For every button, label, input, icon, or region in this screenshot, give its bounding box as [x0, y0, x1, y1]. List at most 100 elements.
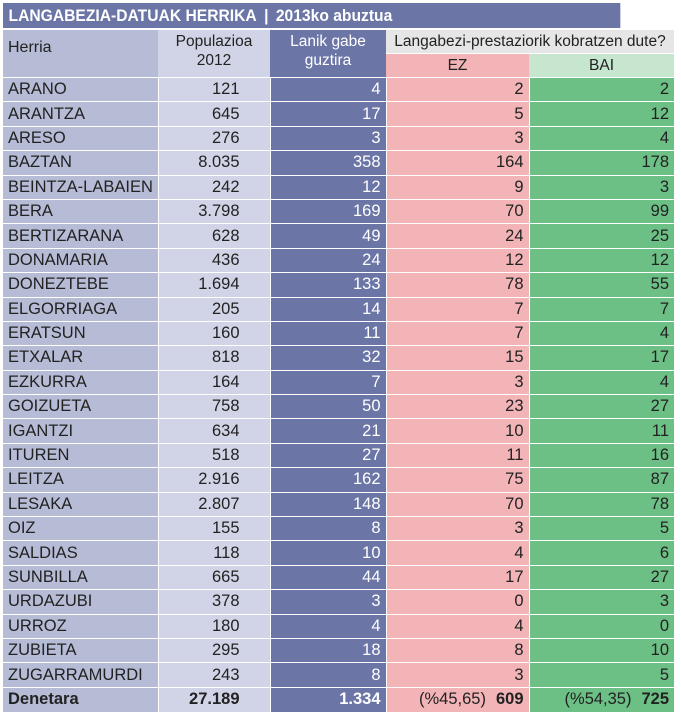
header-herria: Herria [3, 30, 158, 78]
cell-ez: 2 [386, 77, 530, 103]
table-row: ARESO 276 3 3 4 [3, 126, 675, 152]
cell-bai: 55 [529, 272, 675, 298]
cell-herria: URROZ [3, 614, 159, 639]
cell-bai: 5 [529, 662, 675, 688]
table-row: SUNBILLA 665 44 17 27 [3, 565, 675, 591]
cell-populazioa: 2.916 [158, 467, 271, 493]
cell-lanik: 18 [270, 638, 387, 664]
header-lanik-line2: guztira [304, 52, 352, 69]
cell-ez: 3 [386, 126, 530, 152]
cell-ez: 4 [386, 614, 530, 639]
cell-bai: 78 [529, 492, 675, 518]
cell-lanik: 358 [270, 150, 387, 176]
cell-herria: SALDIAS [3, 540, 159, 566]
cell-bai: 3 [529, 175, 675, 200]
cell-lanik: 3 [270, 589, 387, 615]
cell-bai: 5 [529, 516, 675, 542]
table-row: ARANTZA 645 17 5 12 [3, 101, 675, 127]
table-title: LANGABEZIA-DATUAK HERRIKA | 2013ko abuztua [3, 3, 621, 28]
cell-lanik: 21 [270, 418, 387, 444]
cell-ez: 70 [386, 492, 530, 518]
cell-bai: 17 [529, 345, 675, 371]
cell-bai: 6 [529, 540, 675, 566]
title-period: 2013ko abuztua [275, 6, 393, 25]
cell-ez: 12 [386, 248, 530, 274]
cell-populazioa: 160 [158, 321, 271, 347]
cell-bai: 10 [529, 638, 675, 664]
cell-ez: 23 [386, 394, 530, 420]
cell-populazioa: 295 [158, 638, 271, 664]
cell-herria: LESAKA [3, 492, 159, 518]
cell-ez: 17 [386, 565, 530, 591]
header-populazioa-line1: Populazioa [175, 33, 253, 50]
total-ez-pct: (%45,65) [419, 690, 486, 709]
cell-bai: 4 [529, 321, 675, 347]
cell-populazioa: 436 [158, 248, 271, 274]
cell-lanik: 169 [270, 199, 387, 225]
cell-populazioa: 276 [158, 126, 271, 152]
cell-herria: BERTIZARANA [3, 223, 159, 249]
cell-populazioa: 645 [158, 101, 271, 127]
table-row: DONEZTEBE 1.694 133 78 55 [3, 272, 675, 298]
cell-herria: ZUBIETA [3, 638, 159, 664]
cell-populazioa: 180 [158, 614, 271, 639]
table-row: URROZ 180 4 4 0 [3, 614, 675, 639]
title-separator: | [264, 6, 269, 25]
header-lanik-line1: Lanik gabe [290, 33, 366, 50]
title-main: LANGABEZIA-DATUAK HERRIKA [8, 6, 257, 25]
cell-herria: ARANO [3, 77, 159, 103]
table-row: BAZTAN 8.035 358 164 178 [3, 150, 675, 176]
table-row: IGANTZI 634 21 10 11 [3, 418, 675, 444]
cell-bai: 4 [529, 370, 675, 396]
table-row: ARANO 121 4 2 2 [3, 77, 675, 103]
cell-herria: LEITZA [3, 467, 159, 493]
cell-bai: 27 [529, 394, 675, 420]
cell-herria: BERA [3, 199, 159, 225]
cell-lanik: 27 [270, 443, 387, 469]
table-body: ARANO 121 4 2 2 ARANTZA 645 17 5 12 ARESO 276 3 3 4 BAZ… [3, 77, 675, 688]
header-populazioa: Populazioa 2012 [158, 30, 270, 78]
cell-bai: 0 [529, 614, 675, 639]
cell-herria: GOIZUETA [3, 394, 159, 420]
cell-populazioa: 164 [158, 370, 271, 396]
cell-herria: OIZ [3, 516, 159, 542]
cell-bai: 99 [529, 199, 675, 225]
table-row: ETXALAR 818 32 15 17 [3, 345, 675, 371]
cell-ez: 24 [386, 223, 530, 249]
total-bai-pct: (%54,35) [564, 690, 632, 709]
cell-populazioa: 118 [158, 540, 271, 566]
cell-populazioa: 1.694 [158, 272, 271, 298]
cell-bai: 11 [529, 418, 675, 444]
cell-bai: 178 [529, 150, 675, 176]
cell-bai: 7 [529, 297, 675, 322]
header-prestazio: Langabezi-prestaziorik kobratzen dute? [386, 30, 675, 54]
cell-ez: 9 [386, 175, 530, 200]
cell-ez: 78 [386, 272, 530, 298]
cell-herria: DONAMARIA [3, 248, 159, 274]
header-row: Herria Populazioa 2012 Lanik gabe guztira … [3, 30, 675, 78]
cell-ez: 5 [386, 101, 530, 127]
cell-herria: SUNBILLA [3, 565, 159, 591]
cell-ez: 15 [386, 345, 530, 371]
cell-populazioa: 8.035 [158, 150, 271, 176]
header-populazioa-line2: 2012 [196, 52, 232, 69]
cell-lanik: 162 [270, 467, 387, 493]
table-row: ELGORRIAGA 205 14 7 7 [3, 297, 675, 322]
cell-herria: EZKURRA [3, 370, 159, 396]
cell-herria: ZUGARRAMURDI [3, 662, 159, 688]
cell-herria: ITUREN [3, 443, 159, 469]
cell-ez: 75 [386, 467, 530, 493]
cell-lanik: 148 [270, 492, 387, 518]
cell-populazioa: 758 [158, 394, 271, 420]
cell-lanik: 24 [270, 248, 387, 274]
cell-populazioa: 378 [158, 589, 271, 615]
table-row: URDAZUBI 378 3 0 3 [3, 589, 675, 615]
total-ez: 609 [495, 690, 524, 709]
cell-lanik: 44 [270, 565, 387, 591]
cell-herria: BAZTAN [3, 150, 159, 176]
table-row: LEITZA 2.916 162 75 87 [3, 467, 675, 493]
cell-populazioa: 634 [158, 418, 271, 444]
cell-lanik: 50 [270, 394, 387, 420]
cell-populazioa: 628 [158, 223, 271, 249]
